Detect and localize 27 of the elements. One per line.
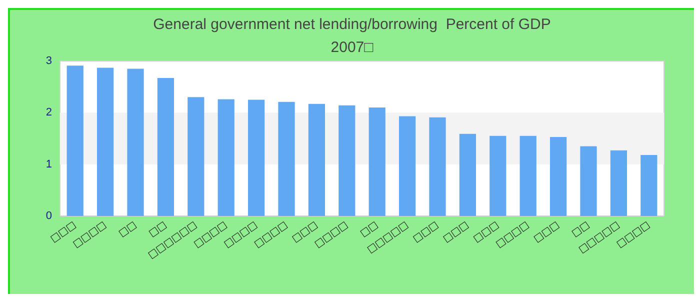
bar [188,97,204,216]
bar [278,102,295,216]
bar [338,105,356,216]
bar [66,66,84,216]
bar [520,136,536,216]
bar [127,68,144,216]
bar [459,134,476,216]
bar [610,150,628,216]
bar [218,99,234,216]
bar [368,108,386,216]
bar [429,117,446,216]
bar [550,136,567,216]
y-tick-label: 0 [46,210,52,222]
bar [640,155,658,216]
y-tick-label: 2 [46,106,52,119]
bar [580,146,597,216]
chart-subtitle: 2007□ [330,39,374,56]
chart-title: General government net lending/borrowing Percent of GDP [153,16,551,33]
bar [96,68,114,216]
bar [157,78,174,216]
y-tick-label: 1 [46,158,52,170]
bar [308,104,326,216]
x-tick-label: □□ [116,219,139,240]
bar [248,100,265,216]
bar [490,136,506,216]
y-tick-label: 3 [46,55,52,67]
bar [398,116,416,216]
